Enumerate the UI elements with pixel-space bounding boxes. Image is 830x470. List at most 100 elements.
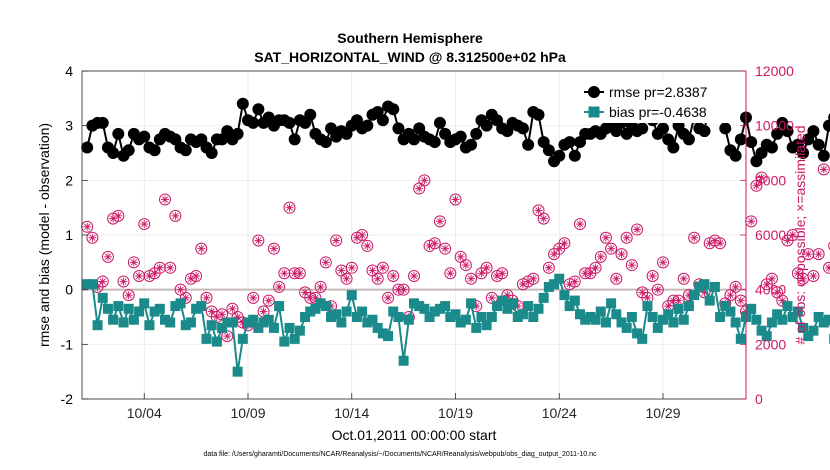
bias-point bbox=[798, 322, 809, 333]
assimilated-obs-point bbox=[736, 296, 745, 305]
star-stroke bbox=[711, 237, 718, 244]
star-stroke bbox=[384, 294, 392, 301]
rmse-point bbox=[745, 136, 758, 149]
x-axis-label: Oct.01,2011 00:00:00 start bbox=[332, 427, 497, 443]
bias-point bbox=[201, 333, 212, 344]
assimilated-obs-point bbox=[799, 274, 808, 283]
bias-point bbox=[554, 273, 565, 284]
star-stroke bbox=[177, 286, 184, 293]
left-tick-label: 1 bbox=[65, 227, 73, 243]
assimilated-obs-point bbox=[295, 269, 304, 278]
bias-point bbox=[772, 309, 783, 320]
possible-obs-point bbox=[620, 231, 633, 244]
star-stroke bbox=[691, 234, 698, 241]
assimilated-obs-point bbox=[389, 272, 398, 280]
bias-point bbox=[678, 314, 689, 325]
bias-point bbox=[585, 312, 596, 322]
star-stroke bbox=[224, 333, 231, 340]
star-stroke bbox=[400, 286, 407, 293]
possible-obs-point bbox=[179, 291, 192, 304]
bias-point bbox=[611, 309, 622, 320]
bias-point bbox=[632, 328, 643, 339]
assimilated-obs-point bbox=[783, 236, 792, 245]
assimilated-obs-point bbox=[487, 293, 496, 302]
rmse-point bbox=[288, 133, 301, 146]
star-stroke bbox=[156, 264, 163, 271]
possible-obs-point bbox=[122, 289, 135, 302]
assimilated-obs-point bbox=[109, 214, 118, 223]
rmse-point bbox=[96, 116, 109, 129]
bias-point bbox=[533, 303, 544, 314]
bias-point bbox=[709, 281, 720, 292]
bias-point bbox=[720, 301, 731, 312]
star-stroke bbox=[716, 240, 724, 247]
assimilated-obs-point bbox=[254, 236, 263, 245]
star-stroke bbox=[161, 196, 169, 203]
rmse-point bbox=[428, 136, 441, 149]
rmse-point bbox=[532, 108, 545, 121]
rmse-point bbox=[480, 119, 493, 132]
star-stroke bbox=[618, 251, 625, 258]
bias-point bbox=[663, 309, 674, 320]
star-stroke bbox=[167, 264, 174, 271]
star-stroke bbox=[540, 215, 547, 222]
assimilated-obs-point bbox=[415, 184, 424, 193]
star-stroke bbox=[395, 286, 402, 293]
bias-point bbox=[715, 312, 726, 322]
bias-point bbox=[673, 303, 684, 314]
bias-point bbox=[642, 301, 653, 312]
assimilated-obs-point bbox=[192, 272, 201, 280]
assimilated-obs-point bbox=[467, 274, 476, 283]
assimilated-obs-point bbox=[477, 269, 486, 278]
star-stroke bbox=[338, 267, 345, 274]
bias-point bbox=[689, 290, 700, 301]
assimilated-obs-point bbox=[565, 280, 574, 289]
assimilated-obs-point bbox=[653, 285, 662, 294]
possible-obs-point bbox=[610, 272, 623, 285]
assimilated-obs-point bbox=[576, 220, 584, 229]
star-stroke bbox=[810, 272, 817, 280]
possible-obs-point bbox=[465, 272, 478, 285]
star-stroke bbox=[187, 275, 195, 282]
star-stroke bbox=[421, 177, 428, 184]
star-stroke bbox=[753, 182, 760, 189]
rmse-point bbox=[107, 147, 120, 159]
star-stroke bbox=[255, 237, 262, 244]
star-stroke bbox=[805, 251, 812, 258]
possible-obs-point bbox=[200, 291, 213, 304]
right-axis: 0 2000 4000 6000 8000 10000 12000 bbox=[740, 63, 794, 407]
right-tick-label: 0 bbox=[755, 391, 763, 407]
bias-point bbox=[393, 312, 404, 322]
star-stroke bbox=[597, 253, 604, 260]
assimilated-obs-point bbox=[498, 269, 507, 278]
bias-point bbox=[284, 322, 295, 333]
bias-point bbox=[388, 306, 399, 317]
bias-point bbox=[170, 301, 181, 312]
bias-point bbox=[87, 279, 98, 290]
star-stroke bbox=[737, 297, 744, 304]
bias-point bbox=[320, 301, 331, 312]
assimilated-obs-point bbox=[539, 214, 548, 223]
possible-obs-point bbox=[631, 223, 644, 236]
assimilated-obs-point bbox=[368, 266, 377, 275]
bias-point bbox=[180, 320, 191, 331]
possible-obs-point bbox=[817, 163, 830, 176]
possible-obs-point bbox=[802, 248, 815, 261]
possible-obs-point bbox=[361, 239, 374, 252]
star-stroke bbox=[758, 174, 765, 181]
possible-obs-point bbox=[159, 193, 171, 206]
assimilated-obs-point bbox=[503, 291, 512, 300]
bias-point bbox=[492, 301, 502, 312]
bias-point bbox=[346, 290, 357, 301]
possible-obs-point bbox=[319, 256, 332, 269]
legend-rmse-marker bbox=[588, 86, 600, 98]
bias-point bbox=[735, 333, 746, 344]
rmse-point bbox=[231, 127, 244, 140]
bias-point bbox=[481, 320, 492, 331]
bias-point bbox=[191, 303, 202, 314]
assimilated-obs-point bbox=[767, 274, 776, 283]
assimilated-obs-point bbox=[98, 277, 107, 286]
bias-point bbox=[569, 295, 580, 306]
bias-point bbox=[414, 301, 425, 312]
bias-point bbox=[227, 317, 238, 328]
